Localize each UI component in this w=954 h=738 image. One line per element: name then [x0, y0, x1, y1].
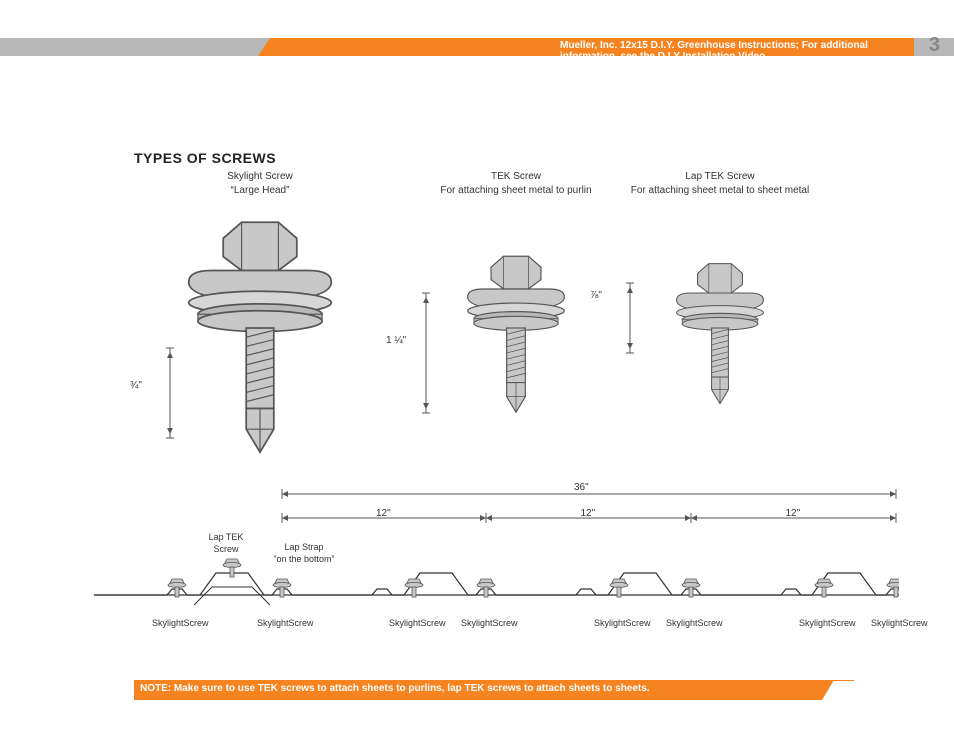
- spacing-diagram: 36" 12"12"12" Lap TEKScrew Lap Strap“on …: [134, 490, 854, 650]
- overall-dim: 36": [574, 482, 589, 493]
- seg-dim-1: 12": [581, 508, 596, 519]
- screw-dim-0: ¾": [130, 380, 142, 391]
- section-title: TYPES OF SCREWS: [134, 150, 276, 166]
- bottom-label-5: SkylightScrew: [666, 618, 716, 630]
- note-text: NOTE: Make sure to use TEK screws to att…: [140, 683, 650, 694]
- screw-title-2: Lap TEK Screw: [610, 170, 830, 184]
- bottom-label-6: SkylightScrew: [799, 618, 849, 630]
- screw-svg-2: [610, 198, 830, 478]
- screw-subtitle-2: For attaching sheet metal to sheet metal: [610, 184, 830, 198]
- header-orange-bg: Mueller, Inc. 12x15 D.I.Y. Greenhouse In…: [270, 38, 914, 56]
- bottom-label-1: SkylightScrew: [257, 618, 307, 630]
- seg-dim-2: 12": [786, 508, 801, 519]
- bottom-label-3: SkylightScrew: [461, 618, 511, 630]
- note-bar: NOTE: Make sure to use TEK screws to att…: [134, 680, 854, 700]
- header-bar: Mueller, Inc. 12x15 D.I.Y. Greenhouse In…: [0, 38, 954, 56]
- screw-title-1: TEK Screw: [406, 170, 626, 184]
- lap-strap-label: Lap Strap“on the bottom”: [264, 542, 344, 565]
- screw-title-0: Skylight Screw: [150, 170, 370, 184]
- page-number: 3: [929, 34, 940, 57]
- screw-svg-1: [406, 198, 626, 478]
- screw-dim-2: ⅞": [590, 290, 602, 301]
- seg-dim-0: 12": [376, 508, 391, 519]
- screw-col-1: TEK ScrewFor attaching sheet metal to pu…: [406, 170, 626, 483]
- screw-dim-1: 1 ¼": [386, 335, 406, 346]
- bottom-label-0: SkylightScrew: [152, 618, 202, 630]
- bottom-label-4: SkylightScrew: [594, 618, 644, 630]
- screw-col-0: Skylight Screw“Large Head”: [150, 170, 370, 483]
- screw-col-2: Lap TEK ScrewFor attaching sheet metal t…: [610, 170, 830, 483]
- bottom-label-7: SkylightScrew: [871, 618, 921, 630]
- lap-tek-label: Lap TEKScrew: [196, 532, 256, 555]
- bottom-label-2: SkylightScrew: [389, 618, 439, 630]
- screw-subtitle-1: For attaching sheet metal to purlin: [406, 184, 626, 198]
- screw-subtitle-0: “Large Head”: [150, 184, 370, 198]
- header-text: Mueller, Inc. 12x15 D.I.Y. Greenhouse In…: [560, 40, 914, 62]
- screw-svg-0: [150, 198, 370, 478]
- spacing-svg: [89, 480, 899, 660]
